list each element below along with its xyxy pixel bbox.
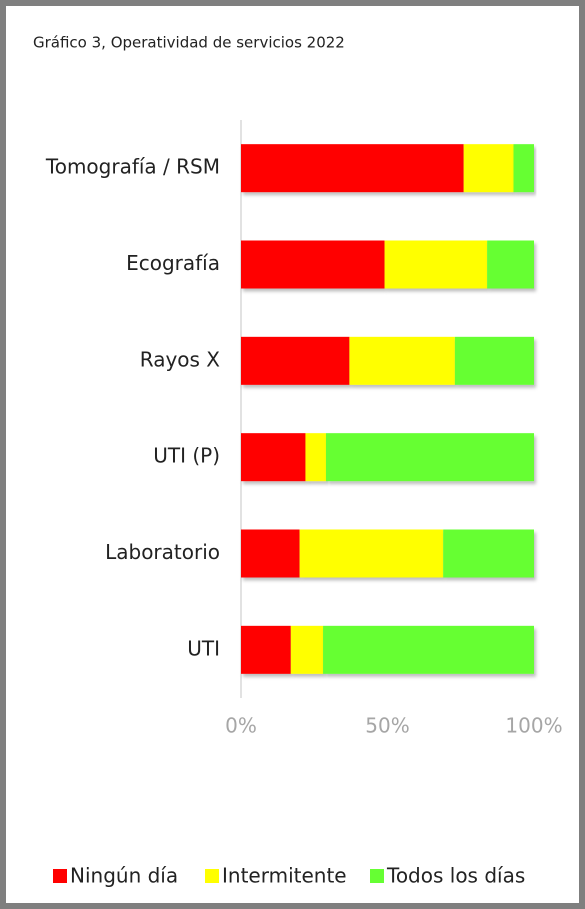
- bar-segment: [443, 529, 534, 578]
- bar-segment: [241, 625, 291, 674]
- bar-segment: [513, 144, 534, 193]
- y-tick-label: Ecografía: [126, 251, 220, 275]
- bar-segment: [487, 240, 534, 289]
- bar-segment: [241, 433, 306, 482]
- y-tick-label: Tomografía / RSM: [45, 155, 220, 179]
- legend-swatch: [53, 869, 67, 883]
- bar-segment: [241, 529, 300, 578]
- y-tick-label: UTI (P): [153, 444, 220, 468]
- x-tick-label: 100%: [505, 714, 562, 738]
- bar-segment: [299, 529, 444, 578]
- x-tick-label: 0%: [225, 714, 257, 738]
- bar-segment: [323, 625, 534, 674]
- bar-segment: [241, 240, 385, 289]
- legend-label: Todos los días: [386, 864, 525, 888]
- y-tick-label: Rayos X: [140, 347, 221, 371]
- bar-segment: [454, 336, 534, 385]
- bar-segment: [384, 240, 488, 289]
- x-tick-label: 50%: [365, 714, 409, 738]
- legend-label: Ningún día: [70, 864, 178, 888]
- bar-segment: [290, 625, 324, 674]
- bar-segment: [305, 433, 326, 482]
- legend-label: Intermitente: [222, 864, 347, 888]
- bar-segment: [463, 144, 514, 193]
- y-tick-label: UTI: [187, 636, 220, 660]
- bar-segment: [349, 336, 455, 385]
- bar-segment: [325, 433, 534, 482]
- chart-title: Gráfico 3, Operatividad de servicios 202…: [33, 34, 345, 52]
- legend-swatch: [370, 869, 384, 883]
- legend-swatch: [205, 869, 219, 883]
- y-tick-label: Laboratorio: [105, 540, 220, 564]
- bar-segment: [241, 336, 350, 385]
- bar-segment: [241, 144, 464, 193]
